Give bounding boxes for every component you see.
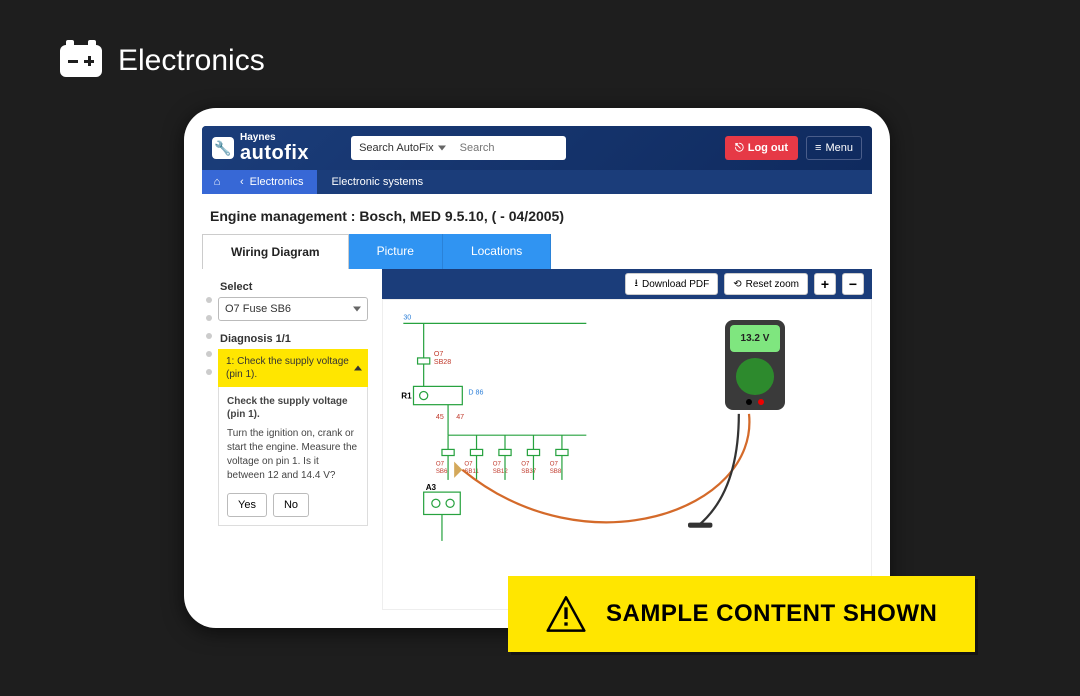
search-scope-select[interactable]: Search AutoFix <box>351 136 452 160</box>
logout-button[interactable]: ⎋ Log out <box>725 136 798 160</box>
reset-label: Reset zoom <box>746 279 799 290</box>
svg-text:45: 45 <box>436 413 444 421</box>
minus-icon: − <box>849 276 857 292</box>
search-input[interactable] <box>452 136 566 160</box>
page-section-title: Electronics <box>118 44 265 78</box>
diagram-toolbar: ⭳ Download PDF ⟲ Reset zoom + − <box>382 269 872 299</box>
logout-label: Log out <box>748 142 788 154</box>
home-icon: ⌂ <box>214 176 221 188</box>
hamburger-icon: ≡ <box>815 142 821 154</box>
svg-text:47: 47 <box>456 413 464 421</box>
menu-label: Menu <box>825 142 853 154</box>
step-dot <box>206 333 212 339</box>
svg-text:SB37: SB37 <box>521 468 537 475</box>
battery-icon <box>60 45 102 77</box>
tab-wiring-diagram[interactable]: Wiring Diagram <box>202 234 349 269</box>
page-section-header: Electronics <box>60 44 265 78</box>
no-button[interactable]: No <box>273 493 309 517</box>
diagram-pane: ⭳ Download PDF ⟲ Reset zoom + − <box>382 269 872 610</box>
svg-text:R1: R1 <box>401 392 412 401</box>
step-dot <box>206 351 212 357</box>
diagnosis-title: Diagnosis 1/1 <box>220 333 368 345</box>
breadcrumb-section[interactable]: ‹ Electronics <box>232 170 317 194</box>
search-container: Search AutoFix <box>351 136 566 160</box>
svg-text:D 86: D 86 <box>468 389 483 397</box>
step-dot <box>206 369 212 375</box>
multimeter-reading: 13.2 V <box>730 325 780 352</box>
wiring-diagram-svg: 30 O7 SB28 R1 <box>383 300 871 609</box>
content-body: Select O7 Fuse SB6 Diagnosis 1/1 1: Chec… <box>202 269 872 610</box>
download-icon: ⭳ <box>634 276 638 293</box>
download-pdf-button[interactable]: ⭳ Download PDF <box>625 273 718 295</box>
zoom-in-button[interactable]: + <box>814 273 836 295</box>
breadcrumb-section-label: Electronics <box>250 176 304 188</box>
breadcrumb-item-label: Electronic systems <box>331 176 423 188</box>
svg-text:30: 30 <box>403 313 411 321</box>
breadcrumb: ⌂ ‹ Electronics Electronic systems <box>202 170 872 194</box>
plus-icon: + <box>821 276 829 292</box>
tab-picture[interactable]: Picture <box>349 234 443 269</box>
fuse-select[interactable]: O7 Fuse SB6 <box>218 297 368 321</box>
accordion-header-text: 1: Check the supply voltage (pin 1). <box>226 356 349 380</box>
step-dot <box>206 315 212 321</box>
brand-main: autofix <box>240 143 309 163</box>
svg-text:O7: O7 <box>436 461 445 468</box>
meter-port-red <box>758 399 764 405</box>
svg-text:SB12: SB12 <box>493 468 509 475</box>
multimeter-dial <box>736 358 774 395</box>
wrench-icon: 🔧 <box>212 137 234 159</box>
reset-icon: ⟲ <box>733 279 741 290</box>
content-area: Engine management : Bosch, MED 9.5.10, (… <box>202 194 872 610</box>
reset-zoom-button[interactable]: ⟲ Reset zoom <box>724 273 808 295</box>
logout-icon: ⎋ <box>735 142 744 155</box>
app-logo[interactable]: 🔧 Haynes autofix <box>212 133 309 163</box>
banner-text: SAMPLE CONTENT SHOWN <box>606 600 937 628</box>
svg-text:O7: O7 <box>550 461 559 468</box>
select-label: Select <box>220 281 368 293</box>
svg-text:SB28: SB28 <box>434 358 451 366</box>
svg-text:SB6: SB6 <box>436 468 448 475</box>
tab-label: Locations <box>471 244 522 258</box>
meter-port-black <box>746 399 752 405</box>
tab-label: Picture <box>377 244 414 258</box>
svg-text:O7: O7 <box>493 461 502 468</box>
breadcrumb-item[interactable]: Electronic systems <box>317 170 437 194</box>
tab-locations[interactable]: Locations <box>443 234 551 269</box>
multimeter: 13.2 V <box>725 320 785 410</box>
svg-text:O7: O7 <box>434 350 444 358</box>
panel-title: Check the supply voltage (pin 1). <box>227 395 359 421</box>
step-dots <box>202 269 218 610</box>
svg-text:SB8: SB8 <box>550 468 562 475</box>
page-title: Engine management : Bosch, MED 9.5.10, (… <box>202 194 872 234</box>
sidebar: Select O7 Fuse SB6 Diagnosis 1/1 1: Chec… <box>218 269 372 610</box>
yes-button[interactable]: Yes <box>227 493 267 517</box>
tabs: Wiring Diagram Picture Locations <box>202 234 872 269</box>
chevron-left-icon: ‹ <box>240 176 244 188</box>
panel-text: Turn the ignition on, crank or start the… <box>227 427 359 483</box>
svg-text:A3: A3 <box>426 483 437 492</box>
diagnosis-accordion-header[interactable]: 1: Check the supply voltage (pin 1). <box>218 349 368 387</box>
search-scope-value: Search AutoFix <box>359 142 434 154</box>
breadcrumb-home[interactable]: ⌂ <box>202 170 232 194</box>
no-label: No <box>284 499 298 511</box>
warning-icon <box>546 594 586 634</box>
sample-content-banner: SAMPLE CONTENT SHOWN <box>508 576 975 652</box>
download-label: Download PDF <box>642 279 709 290</box>
fuse-select-value: O7 Fuse SB6 <box>225 303 291 315</box>
diagnosis-panel: Check the supply voltage (pin 1). Turn t… <box>218 387 368 526</box>
zoom-out-button[interactable]: − <box>842 273 864 295</box>
appbar: 🔧 Haynes autofix Search AutoFix ⎋ Log ou… <box>202 126 872 170</box>
svg-text:O7: O7 <box>464 461 473 468</box>
tablet-frame: 🔧 Haynes autofix Search AutoFix ⎋ Log ou… <box>184 108 890 628</box>
yes-label: Yes <box>238 499 256 511</box>
tab-label: Wiring Diagram <box>231 245 320 259</box>
menu-button[interactable]: ≡ Menu <box>806 136 862 160</box>
step-dot <box>206 297 212 303</box>
diagram-canvas[interactable]: 30 O7 SB28 R1 <box>382 299 872 610</box>
svg-text:O7: O7 <box>521 461 530 468</box>
screen: 🔧 Haynes autofix Search AutoFix ⎋ Log ou… <box>202 126 872 610</box>
